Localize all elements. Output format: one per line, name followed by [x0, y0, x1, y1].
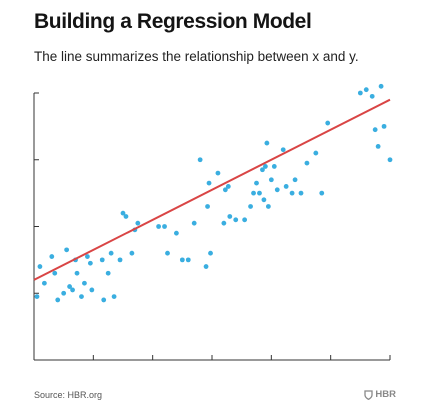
chart-subtitle: The line summarizes the relationship bet…: [34, 49, 359, 64]
data-point: [260, 167, 265, 173]
data-point: [378, 83, 384, 89]
shield-icon: [364, 389, 374, 400]
data-point: [185, 257, 191, 263]
data-point: [111, 294, 117, 299]
data-point: [242, 217, 248, 223]
data-point: [206, 180, 212, 186]
data-point: [222, 187, 228, 193]
chart-title: Building a Regression Model: [34, 10, 312, 33]
data-point: [85, 254, 90, 259]
data-point: [375, 144, 381, 149]
data-point: [70, 287, 75, 293]
data-point: [265, 204, 271, 209]
data-point: [215, 170, 221, 176]
data-point: [304, 160, 310, 166]
data-point: [225, 184, 231, 189]
data-point: [372, 127, 378, 133]
data-point: [208, 250, 213, 256]
data-point: [205, 204, 210, 209]
data-point: [261, 197, 267, 203]
data-point: [87, 260, 93, 266]
data-point: [369, 93, 375, 99]
data-point: [162, 224, 167, 229]
data-point: [123, 214, 129, 219]
data-point: [120, 210, 126, 216]
data-point: [387, 157, 393, 163]
data-point: [99, 257, 105, 263]
data-point: [221, 220, 227, 226]
regression-line-layer: [33, 98, 391, 281]
data-point: [105, 270, 111, 276]
data-point: [248, 204, 253, 209]
logo-text: HBR: [375, 389, 396, 400]
data-point: [64, 247, 70, 253]
data-point: [283, 184, 289, 189]
data-point: [264, 140, 270, 146]
data-point: [156, 224, 162, 229]
data-point: [135, 220, 141, 226]
data-point: [357, 90, 363, 96]
chart-axes: [33, 92, 391, 361]
data-point: [197, 157, 203, 163]
data-point: [292, 177, 298, 183]
regression-line: [33, 98, 391, 281]
data-point: [313, 150, 319, 156]
data-point: [298, 190, 304, 196]
data-point: [34, 294, 40, 299]
source-note: Source: HBR.org: [34, 390, 103, 400]
data-point: [55, 297, 61, 303]
data-point: [271, 164, 277, 169]
data-point: [227, 214, 233, 219]
data-point: [268, 177, 274, 183]
data-point: [263, 164, 268, 169]
data-point: [61, 290, 67, 296]
data-point: [251, 190, 256, 196]
data-point: [52, 270, 58, 276]
data-point: [37, 264, 43, 269]
data-point: [289, 190, 295, 196]
data-point: [129, 250, 135, 256]
data-point: [89, 287, 95, 293]
data-point: [319, 190, 325, 196]
data-point: [191, 220, 197, 226]
data-point: [67, 284, 72, 289]
data-point: [381, 123, 387, 129]
data-point: [254, 180, 259, 186]
data-point: [174, 230, 179, 236]
data-point: [101, 297, 107, 303]
data-point: [49, 254, 55, 259]
data-point: [108, 250, 114, 256]
data-point: [274, 187, 280, 193]
data-point: [41, 280, 47, 286]
data-point: [363, 87, 369, 93]
points-layer: [34, 83, 393, 303]
hbr-logo: HBR: [364, 389, 396, 400]
data-point: [165, 250, 170, 256]
data-point: [79, 294, 84, 299]
data-point: [233, 217, 239, 223]
data-point: [117, 257, 123, 263]
data-point: [257, 190, 262, 196]
data-point: [82, 280, 87, 286]
data-point: [280, 147, 286, 153]
data-point: [179, 257, 185, 263]
data-point: [203, 264, 209, 269]
data-point: [74, 270, 80, 276]
data-point: [325, 120, 331, 126]
